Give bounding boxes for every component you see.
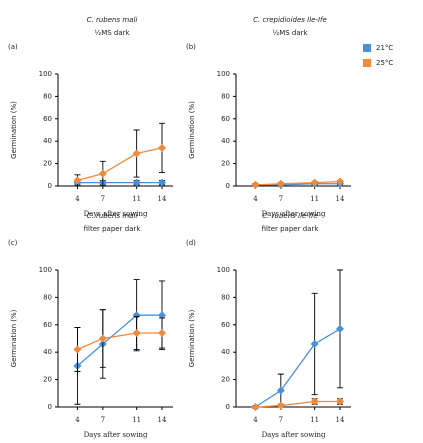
panel-label: (d): [186, 239, 196, 247]
x-axis-label: Days after sowing: [84, 210, 148, 218]
x-tick-label: 4: [75, 195, 80, 203]
chart-subtitle: filter paper dark: [84, 225, 142, 233]
marker: [251, 180, 260, 189]
series-line: [77, 314, 163, 367]
y-tick-label: 100: [39, 70, 52, 78]
marker: [158, 329, 167, 338]
chart-title: C. rubens mali: [87, 16, 138, 24]
y-tick-label: 40: [43, 137, 52, 145]
x-tick-label: 11: [310, 416, 319, 424]
y-tick-label: 60: [221, 321, 230, 329]
legend-label: 25°C: [376, 59, 393, 67]
y-axis-label: Germination (%): [10, 101, 18, 159]
marker: [73, 176, 82, 185]
y-tick-label: 100: [39, 266, 52, 274]
chart-subtitle: ½MS dark: [272, 29, 308, 37]
x-tick-label: 14: [158, 416, 167, 424]
panel-label: (c): [8, 239, 18, 247]
y-tick-label: 20: [221, 376, 230, 384]
x-tick-label: 11: [310, 195, 319, 203]
y-tick-label: 100: [217, 266, 230, 274]
x-axis-label: Days after sowing: [262, 210, 326, 218]
y-tick-label: 20: [43, 376, 52, 384]
x-tick-label: 14: [158, 195, 167, 203]
legend-swatch: [363, 59, 371, 67]
x-tick-label: 14: [336, 195, 345, 203]
x-axis-label: Days after sowing: [262, 431, 326, 439]
x-tick-label: 4: [253, 416, 258, 424]
y-tick-label: 0: [48, 403, 52, 411]
series-line: [255, 328, 341, 408]
marker: [336, 324, 345, 333]
y-tick-label: 60: [43, 115, 52, 123]
chart-title: C. crepidioides Ile-Ife: [253, 16, 327, 24]
legend-swatch: [363, 44, 371, 52]
marker: [132, 311, 141, 320]
y-tick-label: 80: [43, 92, 52, 100]
panel-label: (a): [8, 43, 18, 51]
marker: [276, 386, 285, 395]
marker: [73, 345, 82, 354]
marker: [276, 179, 285, 188]
y-tick-label: 40: [221, 348, 230, 356]
series-line: [77, 332, 163, 351]
chart-subtitle: ½MS dark: [94, 29, 130, 37]
y-axis-label: Germination (%): [10, 309, 18, 367]
marker: [158, 178, 167, 187]
panel-label: (b): [186, 43, 196, 51]
x-tick-label: 7: [279, 195, 283, 203]
y-tick-label: 80: [221, 92, 230, 100]
y-axis-label: Germination (%): [188, 101, 196, 159]
y-tick-label: 80: [221, 293, 230, 301]
y-tick-label: 60: [43, 321, 52, 329]
y-tick-label: 40: [43, 348, 52, 356]
legend-label: 21°C: [376, 44, 393, 52]
marker: [251, 403, 260, 411]
marker: [98, 169, 107, 178]
y-tick-label: 0: [48, 182, 52, 190]
x-tick-label: 11: [132, 195, 141, 203]
y-tick-label: 0: [226, 403, 230, 411]
y-tick-label: 20: [221, 160, 230, 168]
marker: [310, 178, 319, 187]
x-tick-label: 7: [279, 416, 283, 424]
chart-title: C. rubens mali: [87, 212, 138, 220]
marker: [276, 401, 285, 410]
y-tick-label: 0: [226, 182, 230, 190]
marker: [98, 334, 107, 343]
x-tick-label: 7: [101, 416, 105, 424]
marker: [132, 178, 141, 187]
marker: [158, 143, 167, 152]
marker: [158, 311, 167, 320]
series-line: [255, 180, 341, 186]
marker: [310, 397, 319, 406]
marker: [310, 339, 319, 348]
x-tick-label: 4: [75, 416, 80, 424]
y-tick-label: 60: [221, 115, 230, 123]
marker: [132, 329, 141, 338]
x-axis-label: Days after sowing: [84, 431, 148, 439]
y-tick-label: 20: [43, 160, 52, 168]
y-tick-label: 100: [217, 70, 230, 78]
x-tick-label: 7: [101, 195, 105, 203]
series-line: [77, 147, 163, 182]
y-tick-label: 40: [221, 137, 230, 145]
y-axis-label: Germination (%): [188, 309, 196, 367]
x-tick-label: 14: [336, 416, 345, 424]
x-tick-label: 4: [253, 195, 258, 203]
y-tick-label: 80: [43, 293, 52, 301]
series-line: [255, 400, 341, 408]
marker: [336, 177, 345, 186]
marker: [132, 149, 141, 158]
x-tick-label: 11: [132, 416, 141, 424]
chart-subtitle: filter paper dark: [262, 225, 320, 233]
marker: [336, 397, 345, 406]
chart-title: C. rubens Ile-Ife: [262, 212, 317, 220]
